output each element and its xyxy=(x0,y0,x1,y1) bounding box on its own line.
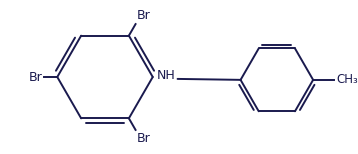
Text: Br: Br xyxy=(136,9,150,22)
Text: Br: Br xyxy=(136,132,150,145)
Text: NH: NH xyxy=(156,69,175,82)
Text: Br: Br xyxy=(28,71,42,83)
Text: CH₃: CH₃ xyxy=(336,73,358,86)
